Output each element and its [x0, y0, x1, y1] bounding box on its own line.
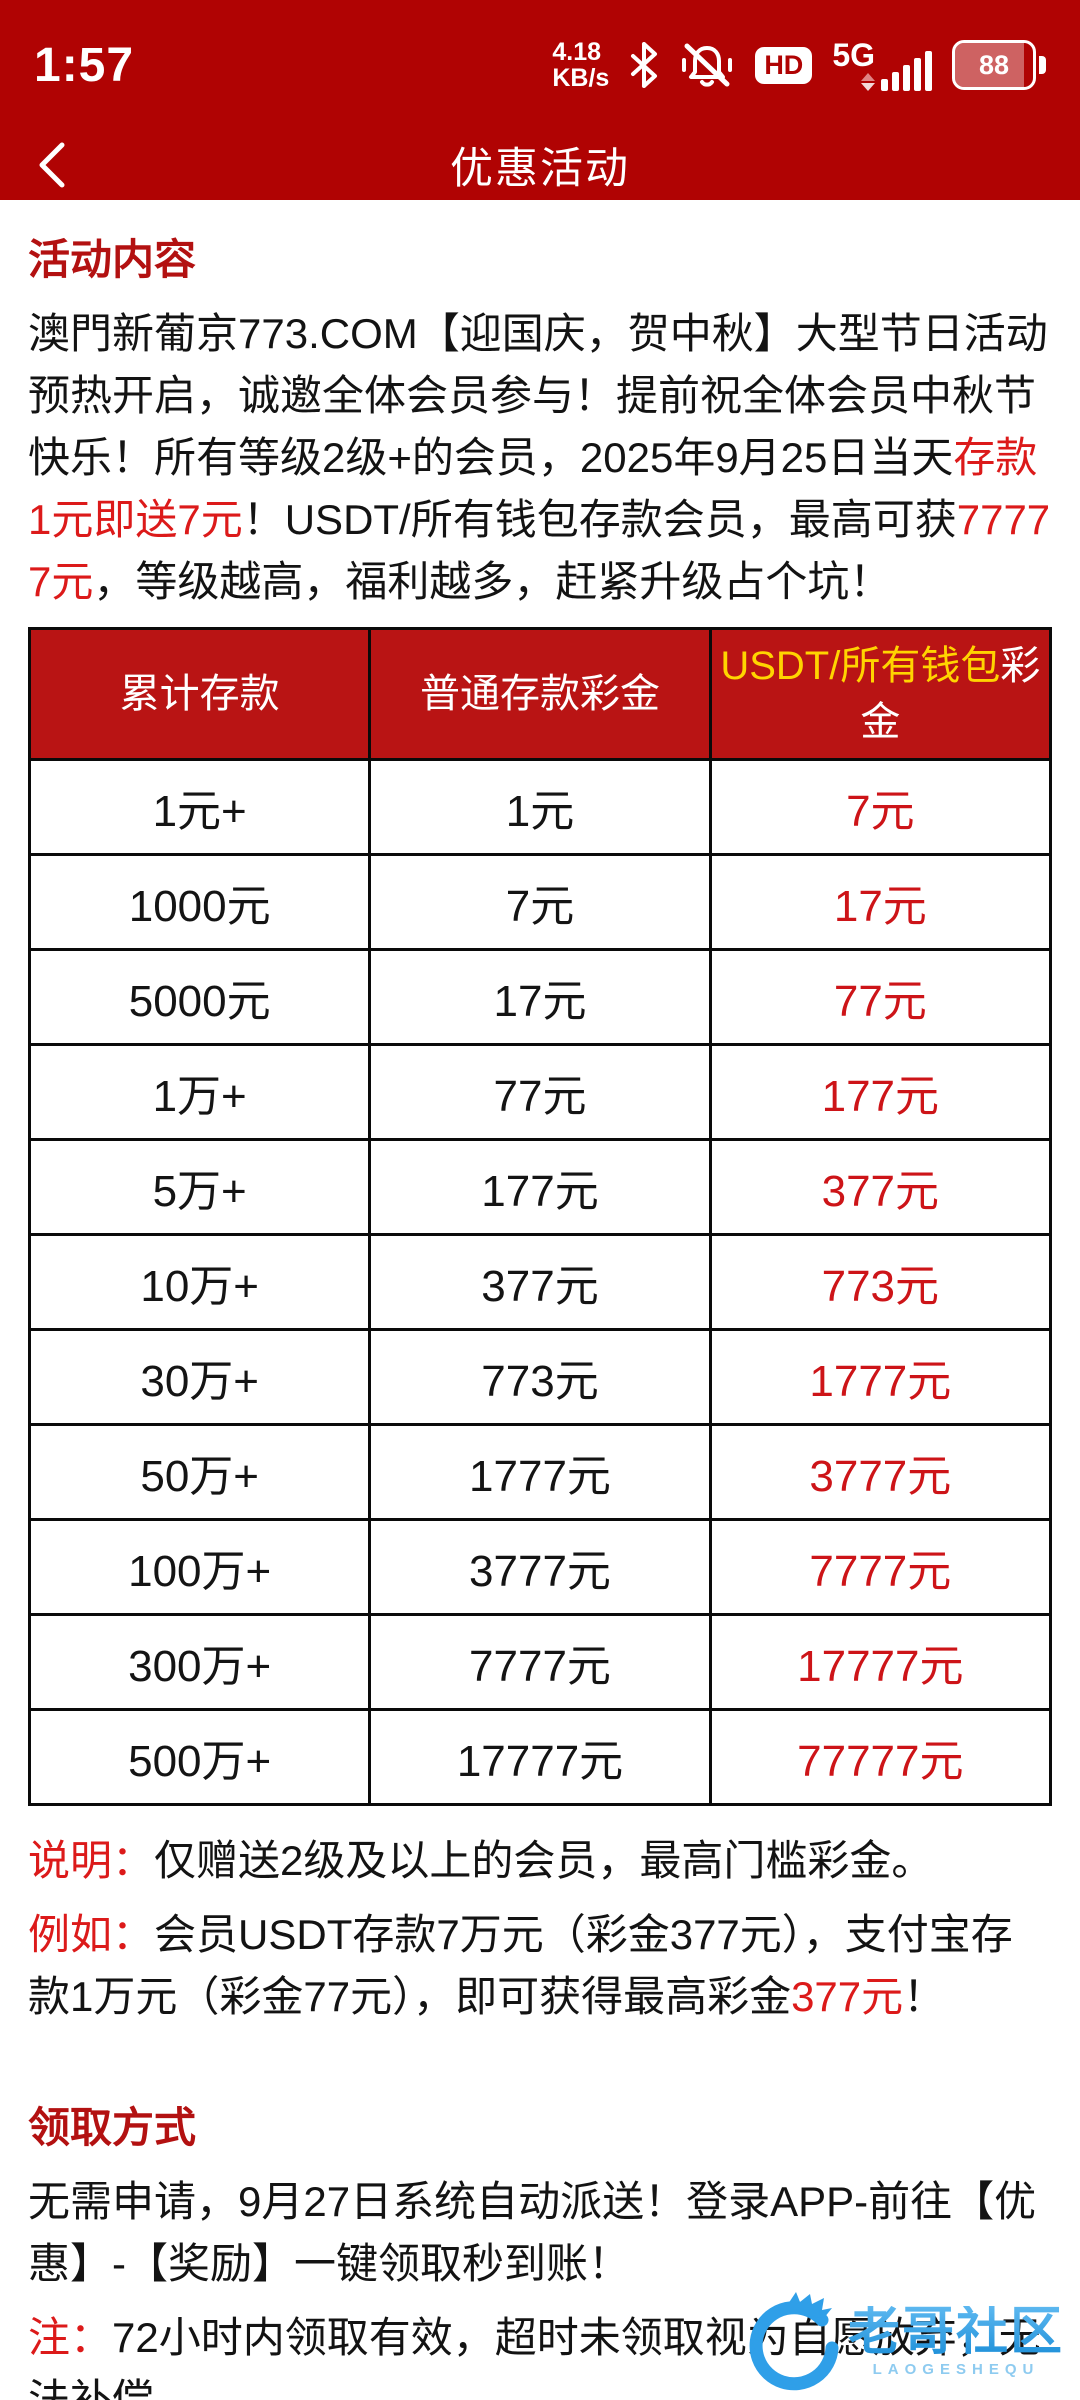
note-explanation: 说明：仅赠送2级及以上的会员，最高门槛彩金。 — [28, 1837, 934, 1884]
hd-icon: HD — [755, 46, 813, 84]
promo-content: 活动内容 澳門新葡京773.COM【迎国庆，贺中秋】大型节日活动预热开启，诚邀全… — [0, 200, 1080, 2400]
deadline-label: 注： — [28, 2314, 113, 2361]
table-cell: 300万+ — [27, 1613, 372, 1711]
nav-bar: 优惠活动 — [0, 130, 1080, 200]
table-cell: 17777元 — [708, 1613, 1053, 1711]
table-cell: 77元 — [708, 948, 1053, 1046]
bluetooth-icon — [631, 42, 658, 88]
table-cell: 1元 — [368, 758, 712, 856]
table-row: 1元+ 1元 7元 — [27, 758, 1053, 856]
table-cell: 3777元 — [368, 1518, 712, 1616]
back-icon[interactable] — [30, 139, 76, 191]
table-row: 1000元 7元 17元 — [27, 853, 1053, 951]
note-deadline: 注：72小时内领取有效，超时未领取视为自愿放弃，无法补偿。 — [28, 2314, 1041, 2400]
table-cell: 17元 — [368, 948, 712, 1046]
table-cell: 3777元 — [708, 1423, 1053, 1521]
table-row: 10万+ 377元 773元 — [27, 1233, 1053, 1331]
note-label: 说明： — [28, 1837, 155, 1884]
highlight-example-bonus: 377元 — [791, 1973, 904, 2020]
table-cell: 773元 — [708, 1233, 1053, 1331]
activity-intro-paragraph: 澳門新葡京773.COM【迎国庆，贺中秋】大型节日活动预热开启，诚邀全体会员参与… — [28, 310, 1051, 605]
mute-vibrate-icon — [682, 43, 733, 87]
table-cell: 377元 — [708, 1138, 1053, 1236]
network-speed: 4.18 KB/s — [552, 37, 610, 92]
table-cell: 50万+ — [27, 1423, 372, 1521]
note-example: 例如：会员USDT存款7万元（彩金377元），支付宝存款1万元（彩金77元），即… — [28, 1911, 1013, 2020]
table-row: 1万+ 77元 177元 — [27, 1043, 1053, 1141]
status-bar: 1:57 4.18 KB/s HD 5G — [0, 0, 1080, 130]
section-title-activity: 活动内容 — [28, 236, 197, 283]
table-row: 30万+ 773元 1777元 — [27, 1328, 1053, 1426]
table-cell: 100万+ — [27, 1518, 372, 1616]
table-row: 100万+ 3777元 7777元 — [27, 1518, 1053, 1616]
table-cell: 1777元 — [708, 1328, 1053, 1426]
col-header-deposit: 累计存款 — [27, 627, 372, 761]
table-cell: 7777元 — [708, 1518, 1053, 1616]
table-cell: 10万+ — [27, 1233, 372, 1331]
table-row: 5万+ 177元 377元 — [27, 1138, 1053, 1236]
table-row: 300万+ 7777元 17777元 — [27, 1613, 1053, 1711]
table-cell: 1万+ — [27, 1043, 372, 1141]
table-cell: 500万+ — [27, 1708, 372, 1806]
bonus-table: 累计存款 普通存款彩金 USDT/所有钱包彩金 1元+ 1元 7元 1000元 7元 17… — [27, 627, 1053, 1806]
table-row: 50万+ 1777元 3777元 — [27, 1423, 1053, 1521]
highlight-deposit-bonus: 存款1元即送7元 — [28, 434, 1038, 543]
table-cell: 177元 — [708, 1043, 1053, 1141]
table-cell: 377元 — [368, 1233, 712, 1331]
battery-level: 88 — [978, 49, 1010, 80]
example-label: 例如： — [28, 1911, 155, 1958]
clock: 1:57 — [34, 38, 135, 92]
data-arrows-icon — [861, 73, 875, 91]
table-cell: 1777元 — [368, 1423, 712, 1521]
table-cell: 5万+ — [27, 1138, 372, 1236]
table-cell: 77元 — [368, 1043, 712, 1141]
table-cell: 177元 — [368, 1138, 712, 1236]
table-cell: 1元+ — [27, 758, 372, 856]
table-cell: 77777元 — [708, 1708, 1053, 1806]
col-header-usdt-bonus: USDT/所有钱包彩金 — [708, 627, 1053, 761]
battery-icon: 88 — [952, 40, 1046, 90]
section-title-claim: 领取方式 — [28, 2104, 197, 2151]
table-cell: 1000元 — [27, 853, 372, 951]
claim-method-paragraph: 无需申请，9月27日系统自动派送！登录APP-前往【优惠】-【奖励】一键领取秒到… — [28, 2178, 1037, 2287]
table-cell: 7元 — [708, 758, 1053, 856]
table-cell: 17元 — [708, 853, 1053, 951]
table-cell: 7777元 — [368, 1613, 712, 1711]
table-cell: 17777元 — [368, 1708, 712, 1806]
table-cell: 30万+ — [27, 1328, 372, 1426]
col-header-normal-bonus: 普通存款彩金 — [368, 627, 712, 761]
signal-bars-icon: 5G — [832, 39, 932, 91]
highlight-max-bonus: 77777元 — [28, 496, 1051, 605]
table-header-row: 累计存款 普通存款彩金 USDT/所有钱包彩金 — [27, 627, 1053, 761]
network-type-label: 5G — [832, 37, 875, 73]
table-cell: 773元 — [368, 1328, 712, 1426]
table-row: 500万+ 17777元 77777元 — [27, 1708, 1053, 1806]
table-row: 5000元 17元 77元 — [27, 948, 1053, 1046]
status-icons: 4.18 KB/s HD 5G — [552, 37, 1046, 92]
table-cell: 7元 — [368, 853, 712, 951]
page-title: 优惠活动 — [450, 145, 630, 193]
table-cell: 5000元 — [27, 948, 372, 1046]
